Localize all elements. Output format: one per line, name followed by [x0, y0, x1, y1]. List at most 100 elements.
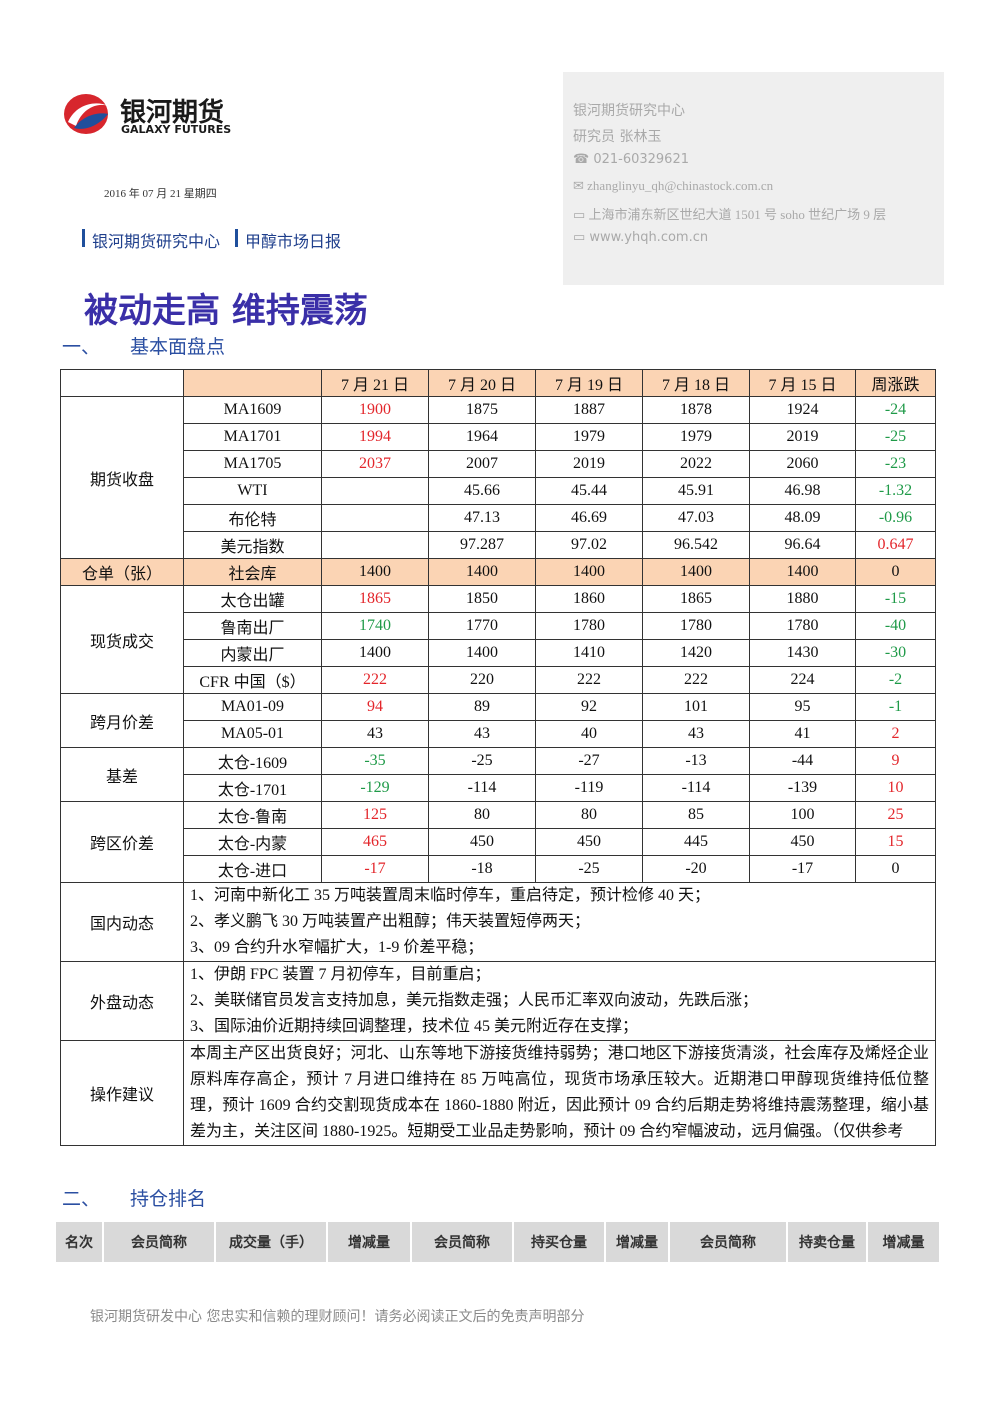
value-cell: 1887 — [535, 396, 643, 424]
value-cell: -40 — [855, 612, 936, 640]
value-cell: -25 — [535, 855, 643, 883]
value-cell: 1865 — [642, 585, 750, 613]
row-name: MA1701 — [183, 423, 322, 451]
value-cell: -129 — [321, 774, 429, 802]
value-cell: 1994 — [321, 423, 429, 451]
column-header: 持卖仓量 — [786, 1222, 867, 1262]
note-line: 1、伊朗 FPC 装置 7 月初停车，目前重启； — [190, 966, 491, 983]
column-header: 7 月 19 日 — [535, 369, 643, 397]
value-cell: 47.13 — [428, 504, 536, 532]
value-cell: 25 — [855, 801, 936, 829]
note-row: 国内动态 1、河南中新化工 35 万吨装置周末临时停车，重启待定，预计检修 40 … — [60, 882, 936, 962]
value-cell: 1740 — [321, 612, 429, 640]
value-cell: 224 — [749, 666, 856, 694]
value-cell: 125 — [321, 801, 429, 829]
row-name: MA1609 — [183, 396, 322, 424]
value-cell: 85 — [642, 801, 750, 829]
value-cell: -35 — [321, 747, 429, 775]
row-name: 布伦特 — [183, 504, 322, 532]
value-cell: 1770 — [428, 612, 536, 640]
value-cell: 95 — [749, 693, 856, 721]
value-cell: 2022 — [642, 450, 750, 478]
value-cell: 10 — [855, 774, 936, 802]
value-cell: 94 — [321, 693, 429, 721]
column-header: 成交量（手） — [214, 1222, 327, 1262]
note-line: 3、09 合约升水窄幅扩大，1-9 价差平稳； — [190, 939, 484, 956]
column-header: 名次 — [54, 1222, 103, 1262]
value-cell: 222 — [321, 666, 429, 694]
value-cell: -20 — [642, 855, 750, 883]
column-header: 会员简称 — [410, 1222, 513, 1262]
contact-box: 银河期货研究中心 研究员 张林玉 ☎ 021-60329621 ✉ zhangl… — [563, 72, 944, 285]
column-header: 会员简称 — [668, 1222, 787, 1262]
value-cell: 450 — [535, 828, 643, 856]
date: 2016 年 07 月 21 星期四 — [104, 188, 217, 200]
group-label: 基差 — [60, 747, 184, 802]
value-cell: -25 — [855, 423, 936, 451]
column-header: 持买仓量 — [512, 1222, 605, 1262]
value-cell: 465 — [321, 828, 429, 856]
data-row: 基差 太仓-1609 -35 -25 -27 -13 -44 9 — [60, 747, 936, 802]
blank-cell — [60, 369, 184, 397]
value-cell: 45.44 — [535, 477, 643, 505]
value-cell: 92 — [535, 693, 643, 721]
email: zhanglinyu_qh@chinastock.com.cn — [587, 178, 774, 193]
note-line: 本周主产区出货良好；河北、山东等地下游接货维持弱势；港口地区下游接货清淡，社会库… — [190, 1045, 929, 1140]
row-name: 内蒙出厂 — [183, 639, 322, 667]
data-row: 跨月价差 MA01-09 94 89 92 101 95 -1 — [60, 693, 936, 748]
value-cell — [321, 531, 429, 559]
logo-text: 银河期货 — [120, 98, 225, 128]
group-label: 跨月价差 — [60, 693, 184, 748]
value-cell: 1878 — [642, 396, 750, 424]
row-name: CFR 中国（$） — [183, 666, 322, 694]
data-row: 内蒙出厂 1400 1400 1410 1420 1430 -30 — [61, 639, 936, 667]
value-cell: 220 — [428, 666, 536, 694]
row-name: MA05-01 — [183, 720, 322, 748]
value-cell: 1780 — [749, 612, 856, 640]
data-row: MA1701 1994 1964 1979 1979 2019 -25 — [61, 423, 936, 451]
value-cell: 2 — [855, 720, 936, 748]
row-name: 太仓-1701 — [183, 774, 322, 802]
value-cell: 89 — [428, 693, 536, 721]
value-cell: 1875 — [428, 396, 536, 424]
note-text: 本周主产区出货良好；河北、山东等地下游接货维持弱势；港口地区下游接货清淡，社会库… — [183, 1040, 936, 1146]
value-cell: -17 — [749, 855, 856, 883]
column-header: 增减量 — [604, 1222, 669, 1262]
data-row: 现货成交 太仓出罐 1865 1850 1860 1865 1880 -15 — [60, 585, 936, 694]
contact-phone: ☎ 021-60329621 — [573, 152, 689, 167]
column-header: 7 月 20 日 — [428, 369, 536, 397]
value-cell: 47.03 — [642, 504, 750, 532]
logo-english: GALAXY FUTURES — [121, 123, 232, 136]
note-line: 1、河南中新化工 35 万吨装置周末临时停车，重启待定，预计检修 40 天； — [190, 887, 711, 904]
data-row: CFR 中国（$） 222 220 222 222 224 -2 — [61, 666, 936, 694]
blank-cell — [183, 369, 322, 397]
value-cell: -23 — [855, 450, 936, 478]
value-cell: -2 — [855, 666, 936, 694]
row-name: 鲁南出厂 — [183, 612, 322, 640]
value-cell: -0.96 — [855, 504, 936, 532]
value-cell: -17 — [321, 855, 429, 883]
value-cell: 1865 — [321, 585, 429, 613]
contact-email: ✉ zhanglinyu_qh@chinastock.com.cn — [573, 178, 774, 193]
value-cell: 9 — [855, 747, 936, 775]
position-table: 名次 会员简称 成交量（手） 增减量 会员简称 持买仓量 增减量 会员简称 持卖仓量 增减量 — [54, 1222, 939, 1262]
value-cell: 1400 — [321, 558, 429, 586]
note-label: 外盘动态 — [60, 961, 184, 1041]
data-row: 跨区价差 太仓-鲁南 125 80 80 85 100 25 — [60, 801, 936, 883]
value-cell: 80 — [428, 801, 536, 829]
value-cell: 2019 — [749, 423, 856, 451]
row-name: MA01-09 — [183, 693, 322, 721]
value-cell: 1860 — [535, 585, 643, 613]
value-cell: 1979 — [535, 423, 643, 451]
data-row: MA05-01 43 43 40 43 41 2 — [61, 720, 936, 748]
value-cell: -114 — [428, 774, 536, 802]
column-header: 增减量 — [866, 1222, 939, 1262]
section-num: 一、 — [62, 336, 101, 358]
value-cell: 0 — [855, 855, 936, 883]
value-cell: 96.542 — [642, 531, 750, 559]
value-cell: 80 — [535, 801, 643, 829]
value-cell: 1430 — [749, 639, 856, 667]
contact-org: 银河期货研究中心 — [573, 103, 685, 119]
